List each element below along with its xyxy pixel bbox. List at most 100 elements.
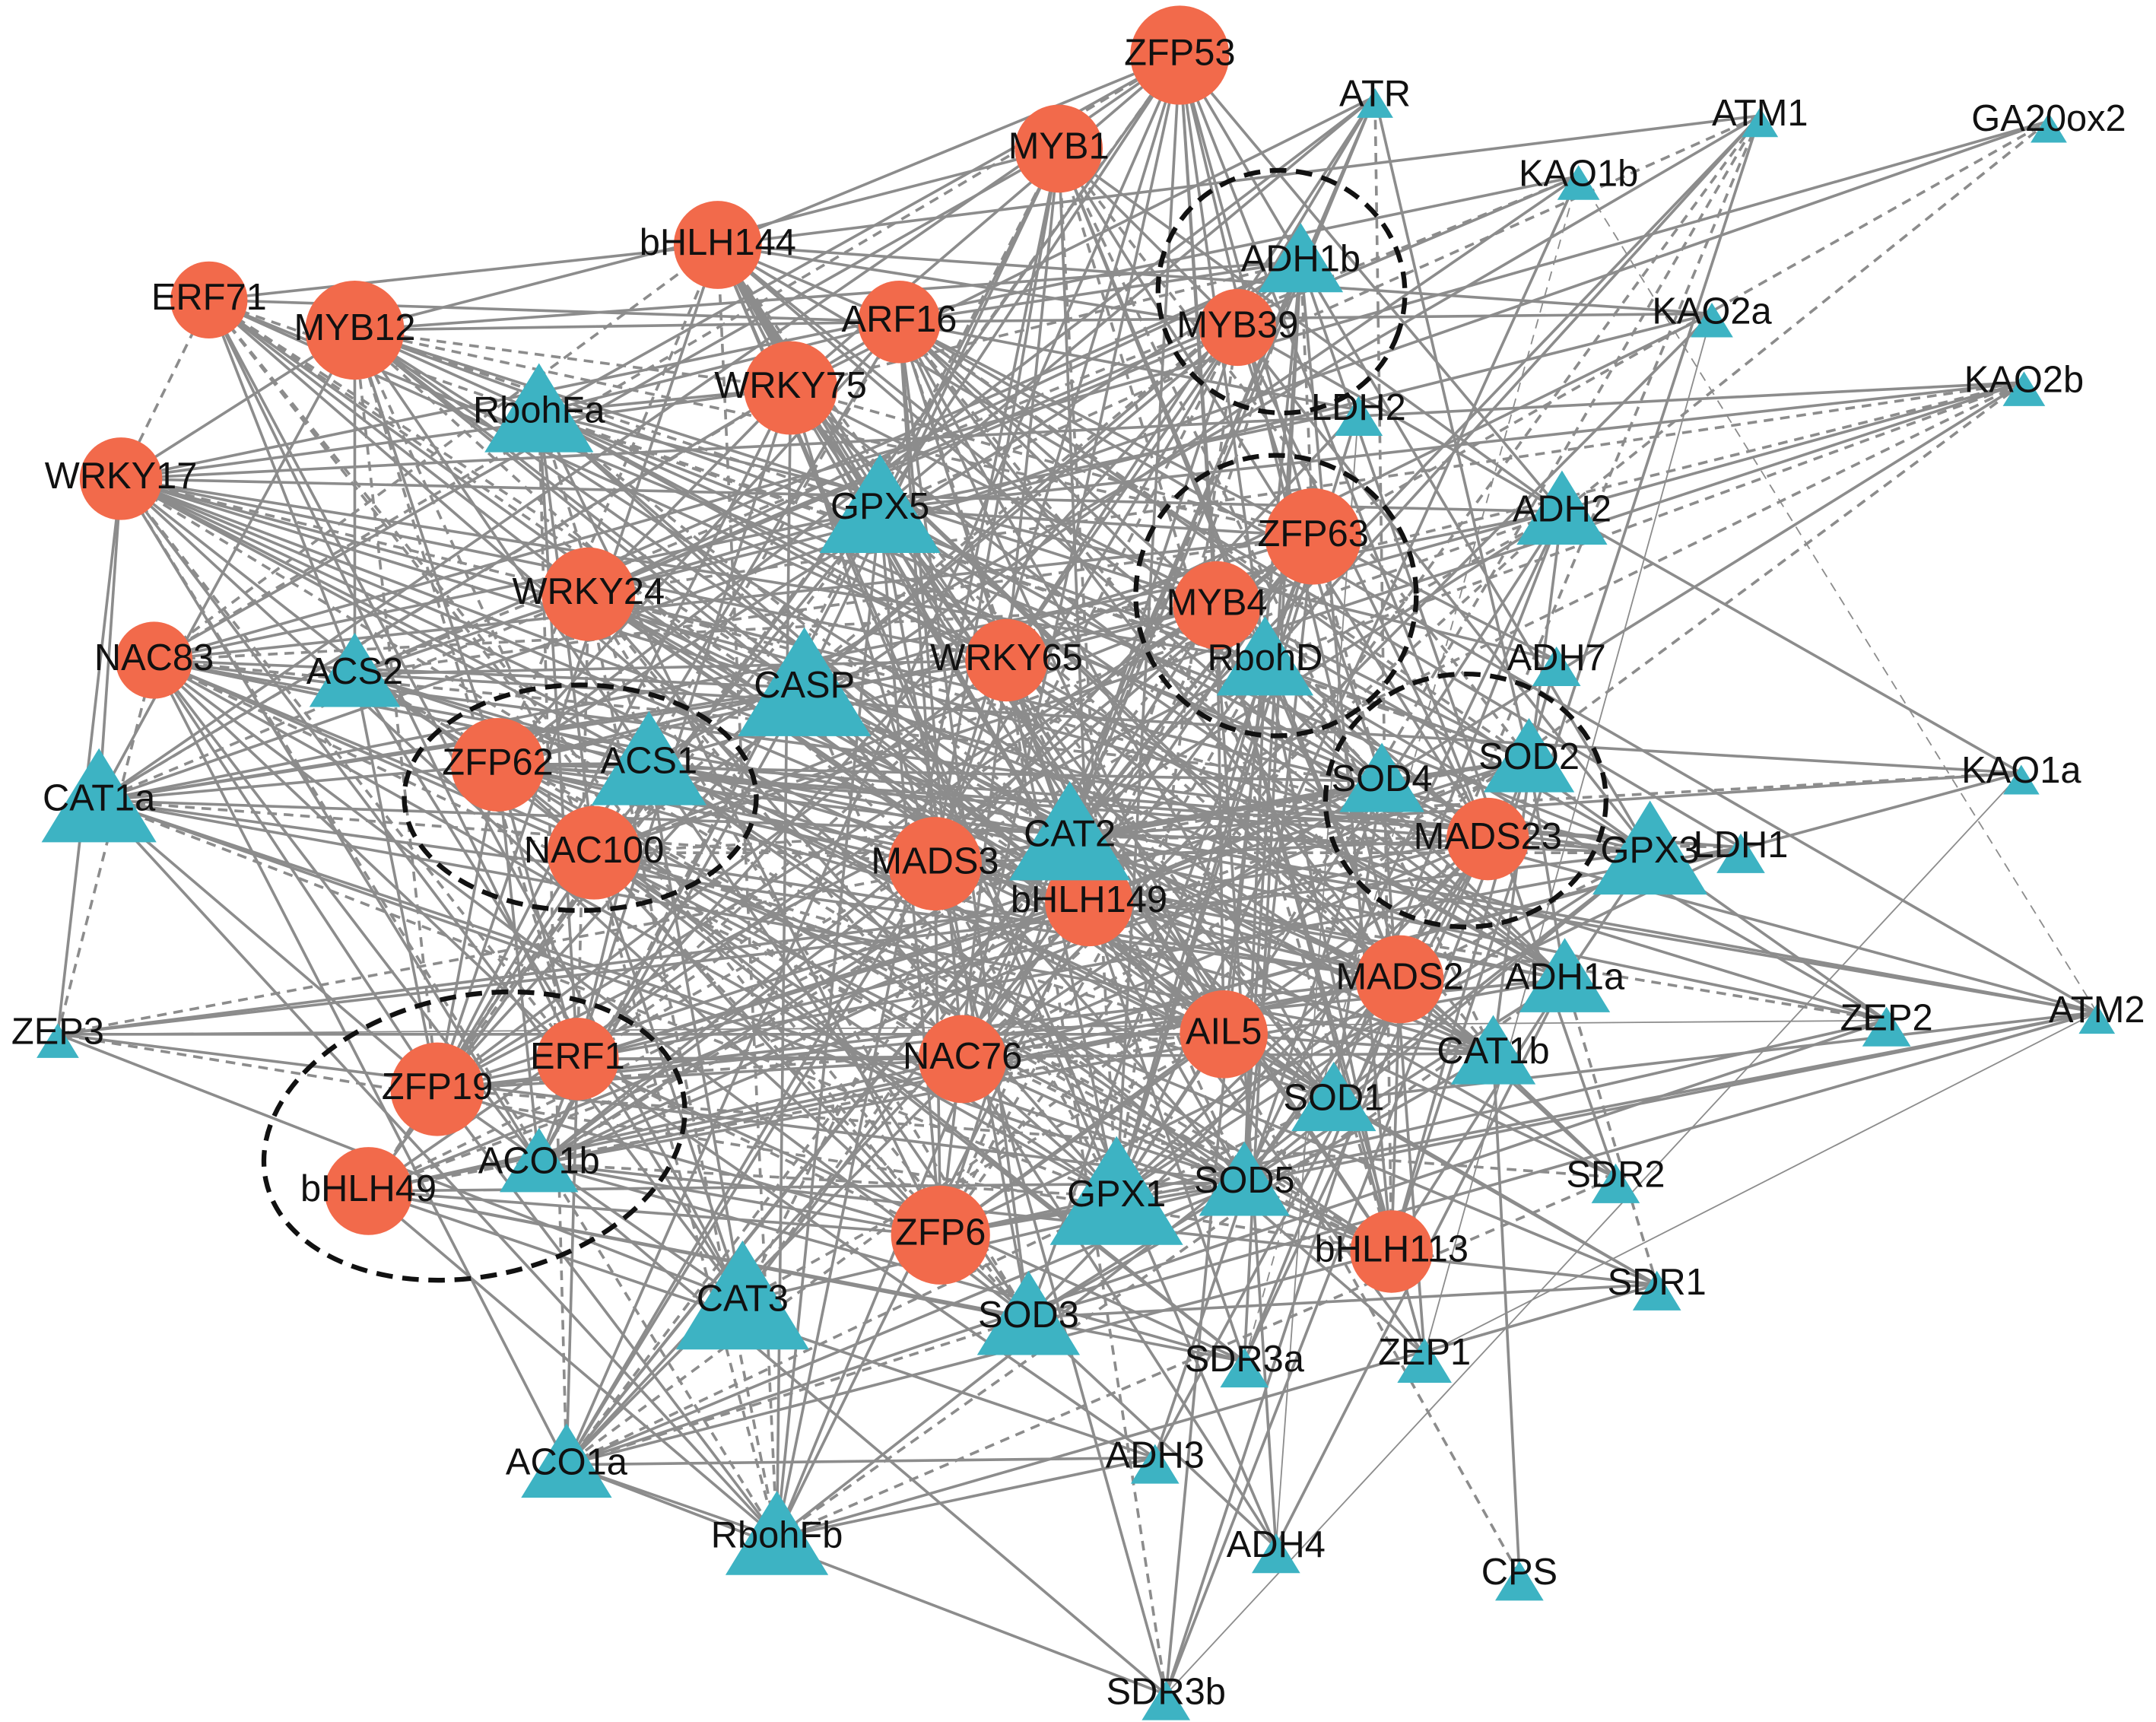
node-label: GPX1: [1067, 1174, 1166, 1215]
node-label: NAC100: [524, 830, 664, 871]
node-label: ADH4: [1227, 1524, 1326, 1565]
gene-node: [1291, 1061, 1376, 1132]
node-label: AIL5: [1186, 1012, 1262, 1053]
node-label: CAT2: [1024, 813, 1116, 854]
edge: [1561, 510, 2022, 774]
edge: [803, 686, 1246, 1184]
node-label: SDR1: [1608, 1262, 1707, 1303]
edge: [538, 1161, 941, 1237]
edge: [120, 477, 589, 596]
edge: [1005, 95, 1376, 662]
edge: [878, 95, 1376, 510]
gene-node: [1592, 800, 1708, 895]
gene-node: [1199, 1141, 1290, 1216]
gene-node: [976, 1270, 1081, 1355]
tf-node: [918, 1015, 1007, 1104]
edge: [775, 508, 881, 1538]
edge: [649, 761, 2097, 1014]
edge: [939, 659, 1266, 1236]
cluster-ring: [1133, 453, 1419, 739]
edge: [1115, 327, 1240, 1197]
edge: [121, 380, 2024, 481]
edge: [898, 321, 1494, 1055]
node-label: KAO2a: [1652, 291, 1772, 332]
edge: [588, 174, 1580, 596]
edge: [154, 603, 1218, 662]
edge: [1027, 1011, 2097, 1320]
node-label: ZFP19: [382, 1066, 493, 1107]
node-label: LDH1: [1694, 824, 1789, 866]
edge: [353, 329, 579, 1060]
gene-node: [1339, 742, 1424, 812]
edge: [898, 320, 1557, 662]
edge: [588, 507, 881, 596]
edge: [898, 320, 1530, 761]
node-label: WRKY75: [714, 365, 867, 406]
gene-node: [521, 1423, 612, 1498]
edge: [576, 1057, 941, 1237]
node-label: ADH2: [1513, 489, 1611, 530]
tf-node: [1130, 5, 1230, 105]
edge: [98, 799, 1392, 1253]
edge: [1005, 312, 1713, 662]
edge: [57, 1033, 1245, 1184]
edge: [879, 114, 1761, 510]
edge: [1069, 834, 1742, 849]
tf-node: [547, 805, 641, 900]
tf-node: [170, 261, 248, 338]
edge: [354, 260, 1302, 675]
edge: [538, 320, 900, 415]
edge: [1088, 837, 1488, 904]
node-label: RbohFb: [711, 1514, 843, 1555]
node-label: MYB4: [1167, 583, 1268, 624]
edge: [1264, 659, 1888, 1022]
tf-node: [1355, 935, 1444, 1024]
node-label: ZFP62: [442, 742, 553, 783]
edge: [939, 1033, 1225, 1237]
gene-node: [2078, 1004, 2116, 1034]
cluster-ring: [402, 682, 759, 913]
edge: [592, 852, 779, 1539]
edge: [497, 763, 1742, 849]
edge: [1332, 780, 1383, 1101]
edge: [538, 834, 1071, 1165]
gene-node: [1862, 1006, 1911, 1047]
gene-node: [591, 710, 706, 805]
edge: [1243, 977, 1566, 1184]
edge: [538, 1162, 1245, 1363]
edge: [98, 799, 1117, 1198]
node-label: SDR3a: [1185, 1339, 1305, 1380]
gene-node: [484, 363, 594, 453]
edge: [566, 1019, 1888, 1466]
labels: ZFP53 MYB1 bHLH144 ERF71 MYB12 ARF16 WRKY75 MYB…: [11, 32, 2145, 1712]
node-label: RbohFa: [473, 389, 605, 430]
cluster-ring: [261, 989, 687, 1283]
node-label: bHLH49: [300, 1168, 437, 1209]
edge: [1373, 96, 1531, 760]
edge: [1563, 978, 1659, 1285]
edge: [1332, 1099, 1658, 1286]
tf-node: [305, 281, 405, 380]
edge: [1165, 772, 2022, 1695]
gene-node: [1049, 1136, 1183, 1245]
gene-node: [37, 1023, 79, 1058]
edge: [120, 174, 1579, 481]
gene-node: [1532, 646, 1581, 687]
node-label: ADH1b: [1241, 239, 1361, 280]
edge: [1275, 409, 1360, 1548]
edge: [496, 244, 719, 766]
edge: [741, 1033, 1225, 1303]
edge: [57, 758, 1529, 1036]
edge: [57, 1033, 1392, 1253]
node-label: bHLH149: [1011, 879, 1167, 920]
edge: [120, 477, 1335, 1102]
edge: [1333, 1011, 2097, 1102]
node-label: ARF16: [842, 299, 957, 340]
gene-node: [1357, 87, 1393, 118]
edge: [588, 260, 1302, 596]
node-label: ZEP3: [11, 1012, 104, 1053]
gene-node: [1516, 470, 1608, 545]
edge: [354, 329, 791, 389]
edge: [566, 1456, 1155, 1466]
